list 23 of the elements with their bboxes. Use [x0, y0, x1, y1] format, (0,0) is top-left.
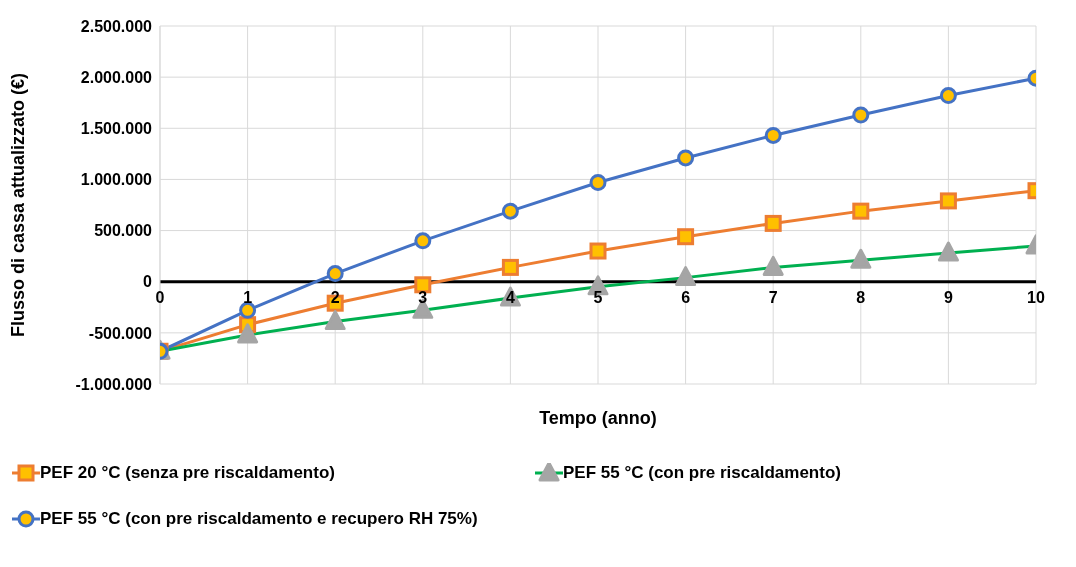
y-tick-label: -500.000 [88, 324, 153, 342]
x-tick-label: 4 [505, 288, 515, 306]
x-tick-label: 7 [768, 288, 778, 306]
y-axis-title: Flusso di cassa attualizzato (€) [8, 72, 29, 338]
legend-label: PEF 20 °C (senza pre riscaldamento) [40, 463, 335, 483]
x-tick-label: 3 [418, 288, 428, 306]
x-axis-title: Tempo (anno) [539, 408, 657, 428]
y-tick-label: 1.500.000 [80, 119, 153, 137]
legend-label: PEF 55 °C (con pre riscaldamento) [563, 463, 841, 483]
y-tick-label: -1.000.000 [75, 375, 153, 393]
y-tick-label: 2.000.000 [80, 68, 153, 86]
x-tick-label: 9 [943, 288, 953, 306]
x-tick-label: 10 [1027, 288, 1045, 306]
y-tick-label: 2.500.000 [80, 17, 153, 35]
x-tick-label: 1 [243, 288, 253, 306]
y-tick-label: 1.000.000 [80, 171, 153, 189]
x-tick-label: 0 [155, 288, 165, 306]
x-tick-label: 5 [593, 288, 603, 306]
y-tick-label: 0 [143, 273, 153, 291]
legend-label: PEF 55 °C (con pre riscaldamento e recupero RH 75%) [40, 509, 478, 529]
y-tick-label: 500.000 [94, 222, 153, 240]
x-tick-label: 8 [856, 288, 866, 306]
x-tick-label: 6 [681, 288, 691, 306]
